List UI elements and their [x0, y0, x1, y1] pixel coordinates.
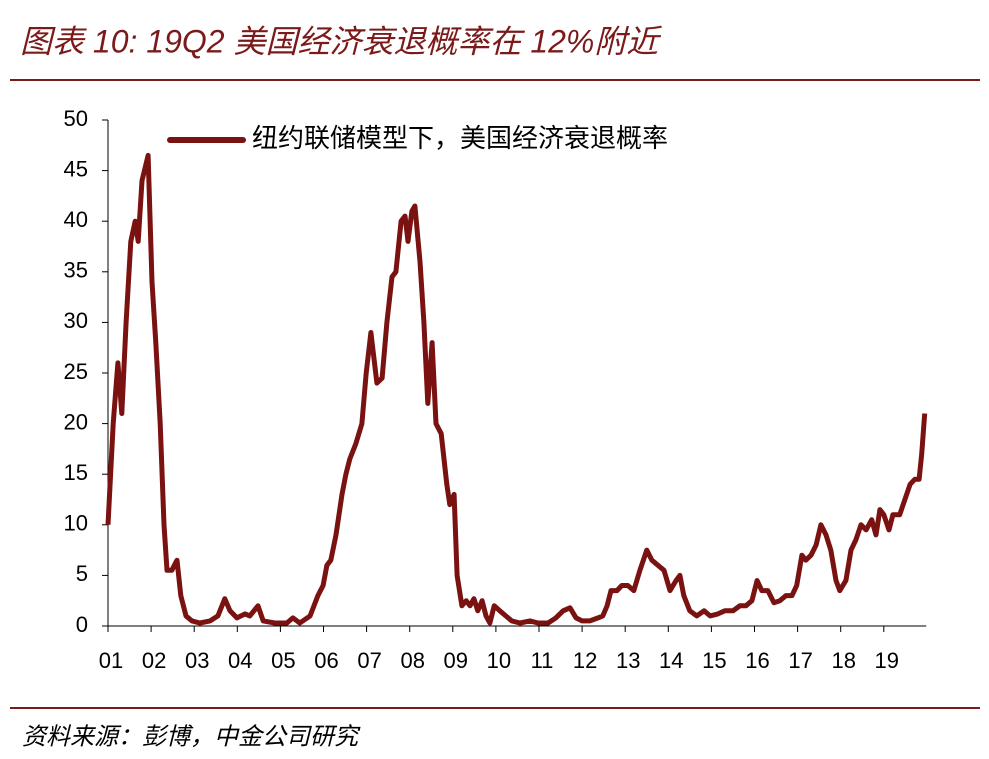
y-tick-label: 35: [64, 258, 88, 283]
x-tick-label: 19: [875, 648, 899, 673]
x-tick-label: 15: [702, 648, 726, 673]
chart-title: 图表 10: 19Q2 美国经济衰退概率在 12%附近: [20, 23, 662, 59]
x-tick-label: 06: [314, 648, 338, 673]
x-tick-label: 10: [487, 648, 511, 673]
x-tick-label: 08: [400, 648, 424, 673]
y-tick-label: 40: [64, 207, 88, 232]
x-tick-label: 02: [142, 648, 166, 673]
y-tick-label: 10: [64, 511, 88, 536]
y-tick-label: 45: [64, 156, 88, 181]
x-tick-label: 04: [228, 648, 252, 673]
y-tick-label: 30: [64, 308, 88, 333]
source: 资料来源：彭博，中金公司研究: [22, 723, 361, 750]
y-tick-label: 25: [64, 359, 88, 384]
y-tick-label: 50: [64, 106, 88, 131]
x-tick-label: 17: [788, 648, 812, 673]
x-tick-label: 16: [745, 648, 769, 673]
x-tick-label: 01: [99, 648, 123, 673]
x-tick-label: 09: [444, 648, 468, 673]
x-tick-label: 14: [659, 648, 683, 673]
x-tick-label: 12: [573, 648, 597, 673]
x-tick-label: 18: [831, 648, 855, 673]
legend-label: 纽约联储模型下，美国经济衰退概率: [252, 124, 668, 154]
x-tick-label: 07: [357, 648, 381, 673]
x-tick-label: 03: [185, 648, 209, 673]
x-tick-label: 05: [271, 648, 295, 673]
x-tick-label: 11: [531, 648, 554, 673]
y-tick-label: 5: [76, 561, 88, 586]
x-tick-label: 13: [616, 648, 640, 673]
y-tick-label: 15: [64, 460, 88, 485]
series-line: [105, 152, 928, 626]
y-tick-label: 20: [64, 409, 88, 434]
y-tick-label: 0: [76, 612, 88, 637]
